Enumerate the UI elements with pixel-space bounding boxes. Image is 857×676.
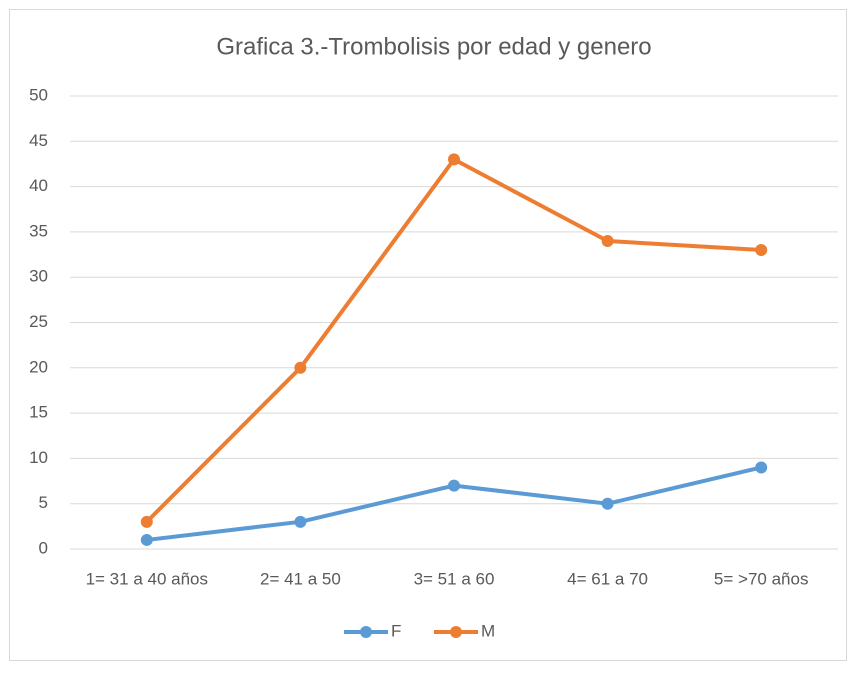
y-tick-label: 45 <box>29 131 48 150</box>
legend-label: M <box>481 621 495 640</box>
x-tick-label: 5= >70 años <box>714 569 809 588</box>
y-tick-label: 30 <box>29 267 48 286</box>
data-point <box>448 153 460 166</box>
y-tick-label: 0 <box>39 538 48 557</box>
data-point <box>294 361 307 374</box>
y-tick-label: 20 <box>29 357 48 376</box>
x-tick-label: 1= 31 a 40 años <box>86 569 208 588</box>
y-tick-label: 25 <box>29 312 48 331</box>
y-tick-label: 40 <box>29 176 48 195</box>
data-point <box>601 234 614 247</box>
data-point <box>755 244 768 257</box>
y-tick-label: 35 <box>29 221 48 240</box>
y-tick-label: 50 <box>29 85 48 104</box>
legend-marker <box>360 626 372 638</box>
y-tick-label: 5 <box>39 493 48 512</box>
legend-label: F <box>391 621 401 640</box>
x-tick-label: 3= 51 a 60 <box>414 569 495 588</box>
chart-title: Grafica 3.-Trombolisis por edad y genero <box>216 33 651 60</box>
data-point <box>294 515 307 528</box>
data-point <box>448 479 460 492</box>
chart-border <box>9 9 847 661</box>
y-tick-label: 15 <box>29 403 48 422</box>
data-point <box>755 461 768 474</box>
x-tick-label: 4= 61 a 70 <box>567 569 648 588</box>
x-tick-label: 2= 41 a 50 <box>260 569 341 588</box>
data-point <box>601 497 614 510</box>
data-point <box>140 533 153 546</box>
legend-marker <box>450 626 462 638</box>
data-point <box>140 515 153 528</box>
y-tick-label: 10 <box>29 448 48 467</box>
